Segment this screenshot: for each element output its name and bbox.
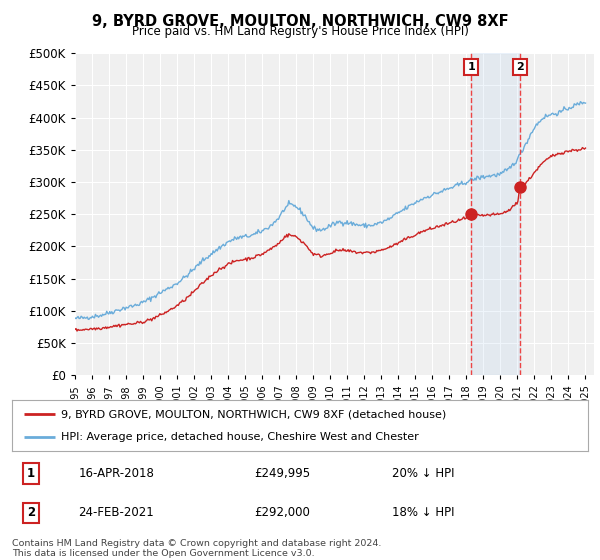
Text: 18% ↓ HPI: 18% ↓ HPI [392,506,455,520]
Text: HPI: Average price, detached house, Cheshire West and Chester: HPI: Average price, detached house, Ches… [61,432,419,442]
Text: Price paid vs. HM Land Registry's House Price Index (HPI): Price paid vs. HM Land Registry's House … [131,25,469,38]
Text: 20% ↓ HPI: 20% ↓ HPI [392,467,455,480]
Text: 2: 2 [27,506,35,520]
Text: £292,000: £292,000 [254,506,310,520]
Text: £249,995: £249,995 [254,467,310,480]
Text: 24-FEB-2021: 24-FEB-2021 [78,506,154,520]
Text: This data is licensed under the Open Government Licence v3.0.: This data is licensed under the Open Gov… [12,549,314,558]
Text: 9, BYRD GROVE, MOULTON, NORTHWICH, CW9 8XF: 9, BYRD GROVE, MOULTON, NORTHWICH, CW9 8… [92,14,508,29]
Text: 1: 1 [27,467,35,480]
Text: 1: 1 [467,62,475,72]
Text: 9, BYRD GROVE, MOULTON, NORTHWICH, CW9 8XF (detached house): 9, BYRD GROVE, MOULTON, NORTHWICH, CW9 8… [61,409,446,419]
Bar [472,53,520,375]
Text: 2: 2 [516,62,524,72]
Text: Contains HM Land Registry data © Crown copyright and database right 2024.: Contains HM Land Registry data © Crown c… [12,539,382,548]
Text: 16-APR-2018: 16-APR-2018 [78,467,154,480]
